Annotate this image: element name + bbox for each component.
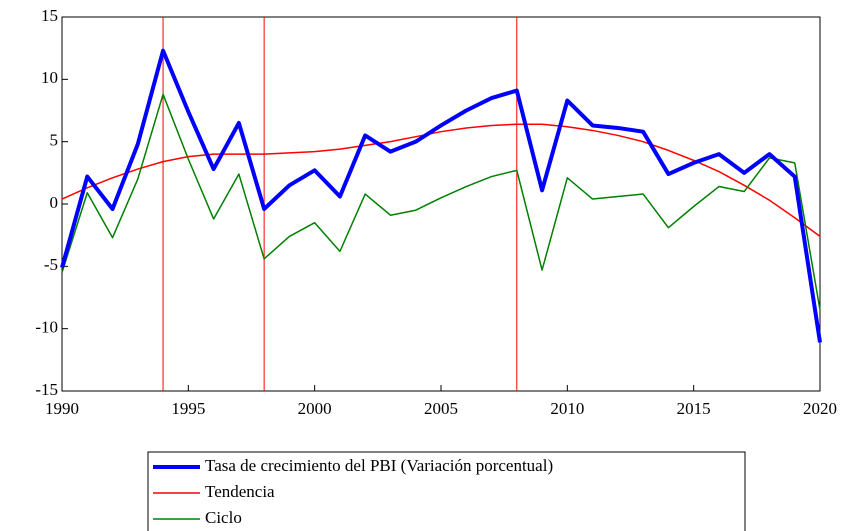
x-tick-label: 2000 bbox=[298, 399, 332, 418]
series-line bbox=[61, 123, 821, 238]
plot-frame bbox=[61, 16, 821, 392]
y-tick-label: 10 bbox=[41, 68, 58, 87]
y-tick-label: 5 bbox=[50, 131, 59, 150]
series-line bbox=[60, 48, 822, 343]
x-tick-label: 1995 bbox=[171, 399, 205, 418]
legend-label: Tendencia bbox=[205, 482, 275, 501]
x-tick-label: 1990 bbox=[45, 399, 79, 418]
x-tick-label: 2010 bbox=[550, 399, 584, 418]
legend-label: Tasa de crecimiento del PBI (Variación p… bbox=[205, 456, 553, 475]
y-tick-label: 0 bbox=[50, 193, 59, 212]
series-line bbox=[61, 93, 821, 311]
x-tick-label: 2015 bbox=[677, 399, 711, 418]
x-tick-label: 2020 bbox=[803, 399, 837, 418]
legend-box bbox=[147, 451, 746, 531]
y-tick-label: 15 bbox=[41, 6, 58, 25]
legend-label: Ciclo bbox=[205, 508, 242, 527]
y-tick-label: -10 bbox=[35, 318, 58, 337]
y-tick-label: -15 bbox=[35, 380, 58, 399]
y-tick-label: -5 bbox=[44, 255, 58, 274]
x-tick-label: 2005 bbox=[424, 399, 458, 418]
